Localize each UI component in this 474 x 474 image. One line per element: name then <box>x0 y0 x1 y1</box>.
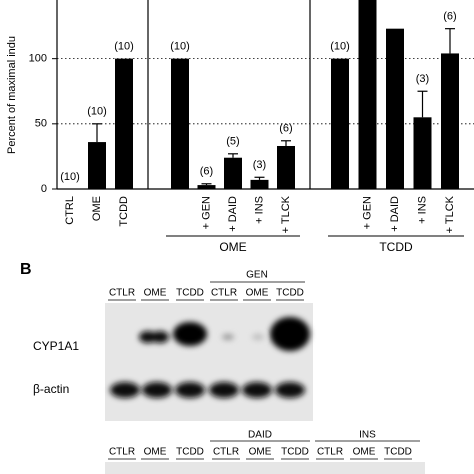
lane-label: OME <box>246 288 269 299</box>
lane-label: CTLR <box>109 288 135 299</box>
lane-label: CTLR <box>317 447 343 458</box>
x-tick-label: OME <box>91 196 103 221</box>
x-tick-label: CTRL <box>64 196 76 225</box>
n-label: (10) <box>87 106 107 118</box>
bar <box>277 145 295 189</box>
bar <box>224 157 242 189</box>
panel-label: B <box>20 261 32 278</box>
x-tick-label: + TLCK <box>444 195 456 233</box>
lane-label: TCDD <box>281 447 309 458</box>
lane-label: TCDD <box>176 447 204 458</box>
x-tick-label: + INS <box>416 196 428 224</box>
n-label: (10) <box>170 41 190 53</box>
bar <box>331 58 349 189</box>
bar <box>358 0 377 190</box>
n-label: (5) <box>226 136 239 148</box>
y-axis-label: Percent of maximal indu <box>6 36 18 154</box>
y-tick-label: 100 <box>29 53 47 65</box>
n-label: (6) <box>279 123 292 135</box>
lane-label: CTLR <box>109 447 135 458</box>
n-label: (3) <box>416 73 429 85</box>
blot-labels: CTLR OME TCDD CTLR OME TCDD GEN CYP1A1 β-actin CT… <box>33 270 420 460</box>
lane-label: OME <box>144 447 167 458</box>
lane-label: TCDD <box>176 288 204 299</box>
n-label: (10) <box>330 41 350 53</box>
x-tick-label: + DAID <box>227 196 239 232</box>
n-label: (10) <box>114 41 134 53</box>
bar <box>413 117 432 189</box>
bar <box>386 28 404 190</box>
n-label: (6) <box>443 11 456 23</box>
blot-image <box>105 462 425 474</box>
bar <box>88 142 106 189</box>
row-label: β-actin <box>33 382 69 396</box>
group-label: DAID <box>248 430 272 441</box>
group-label: INS <box>359 430 376 441</box>
group-label: OME <box>219 240 246 254</box>
bar <box>197 185 216 189</box>
lane-label: OME <box>353 447 376 458</box>
row-label: CYP1A1 <box>33 339 79 353</box>
y-tick-label: 50 <box>35 118 47 130</box>
lane-label: OME <box>249 447 272 458</box>
lane-label: CTLR <box>213 447 239 458</box>
n-label: (6) <box>200 166 213 178</box>
x-tick-label: TCDD <box>118 196 130 227</box>
x-tick-label: + INS <box>253 196 265 224</box>
x-tick-label: + GEN <box>200 196 212 229</box>
bar <box>250 179 269 189</box>
y-tick-label: 0 <box>41 183 47 195</box>
group-label: TCDD <box>379 240 413 254</box>
plot-area: (10) (10) (10) (10) (6) (5) (3) (6) (10) (3) (6) <box>57 0 474 190</box>
x-tick-label: + DAID <box>389 196 401 232</box>
n-label: (10) <box>60 171 80 183</box>
lane-label: CTLR <box>211 288 237 299</box>
lane-label: OME <box>144 288 167 299</box>
lane-label: TCDD <box>276 288 304 299</box>
blot-bands <box>110 317 310 398</box>
bar <box>115 58 133 189</box>
bar <box>171 58 189 189</box>
x-tick-label: + TLCK <box>280 195 292 233</box>
group-label: GEN <box>246 270 268 281</box>
lane-label: TCDD <box>384 447 412 458</box>
n-label: (3) <box>253 159 266 171</box>
bar <box>441 53 459 190</box>
x-tick-label: + GEN <box>361 196 373 229</box>
